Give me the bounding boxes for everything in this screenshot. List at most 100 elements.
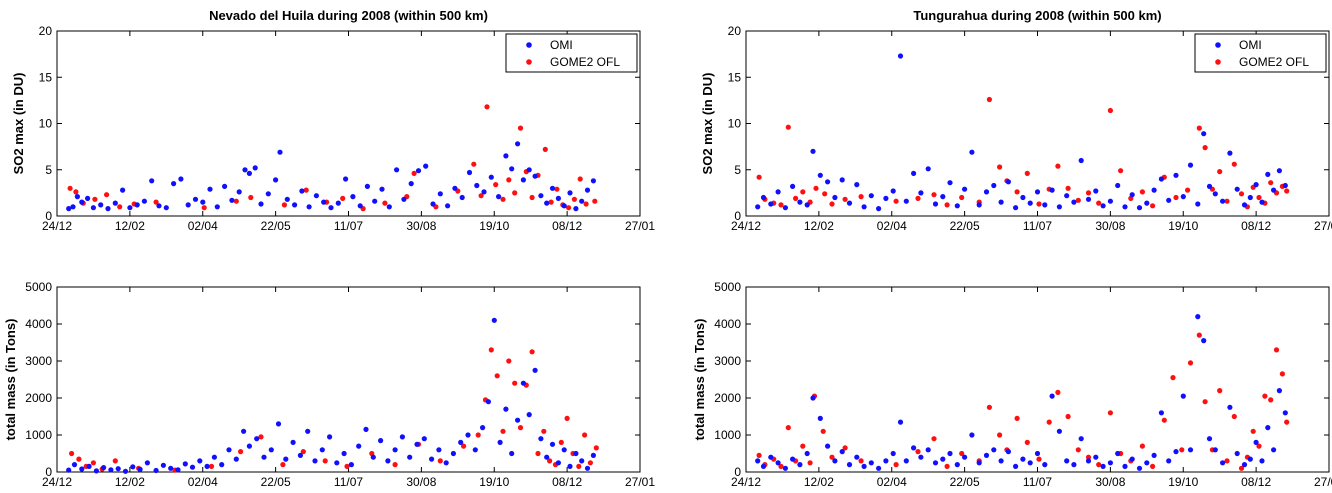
legend-label: OMI [1239,38,1262,52]
data-point-gome2-ofl [529,194,535,201]
data-point-omi [1013,463,1019,469]
data-point-omi [341,450,347,457]
data-point-omi [292,202,298,208]
data-point-gome2-ofl [577,176,583,182]
data-point-gome2-ofl [475,432,481,438]
data-point-gome2-ofl [344,463,350,469]
x-tick-label: 02/04 [188,219,218,233]
y-tick-label: 0 [734,465,741,479]
data-point-omi [79,466,85,472]
data-point-omi [954,203,960,209]
data-point-omi [1115,450,1121,457]
x-tick-label: 08/12 [552,219,582,233]
data-point-omi [378,438,384,444]
y-tick-label: 3000 [25,354,52,368]
data-point-omi [356,443,362,449]
data-point-omi [1093,188,1099,194]
x-tick-label: 11/07 [334,475,363,489]
y-tick-label: 15 [728,70,742,84]
data-point-omi [71,462,78,468]
x-tick-label: 30/08 [1095,475,1125,489]
data-point-gome2-ofl [587,460,594,466]
data-point-omi [1034,450,1041,457]
data-point-omi [1042,462,1048,468]
data-point-omi [93,468,99,474]
data-point-gome2-ofl [944,202,950,208]
data-point-omi [423,163,429,169]
data-point-omi [1122,463,1128,469]
data-point-omi [947,450,953,457]
data-point-omi [429,456,435,462]
data-point-gome2-ofl [1085,190,1092,196]
data-point-gome2-ofl [437,458,443,464]
legend-label: GOME2 OFL [550,55,620,69]
data-point-gome2-ofl [484,104,490,110]
data-point-omi [312,458,318,464]
data-point-omi [1115,182,1121,189]
data-point-omi [392,447,398,453]
data-point-gome2-ofl [258,434,264,440]
data-point-omi [178,176,184,182]
x-tick-label: 30/08 [1095,219,1125,233]
data-point-omi [214,204,220,210]
data-point-omi [520,177,527,183]
chart-panel-2: 24/12 12/02 02/04 22/05 11/07 30/08 19/10 08/12… [700,8,1332,233]
data-point-omi [760,463,767,469]
data-point-omi [1107,460,1113,466]
data-point-omi [1129,192,1135,198]
data-point-omi [488,174,494,180]
data-point-omi [363,426,369,432]
data-point-omi [153,467,159,474]
data-point-omi [755,458,761,464]
data-point-gome2-ofl [566,205,572,211]
data-point-omi [584,187,591,193]
data-point-omi [98,202,104,208]
data-point-omi [1085,458,1092,464]
data-point-omi [370,454,376,460]
data-point-omi [74,194,80,200]
data-point-omi [555,195,562,201]
x-tick-label: 11/07 [1023,219,1052,233]
data-point-gome2-ofl [842,196,848,202]
x-tick-label: 22/05 [261,475,291,489]
data-point-omi [458,439,464,445]
data-point-omi [66,206,72,212]
data-point-omi [854,182,860,188]
x-tick-label: 11/07 [334,219,363,233]
data-point-omi [526,412,532,418]
data-point-omi [876,465,882,471]
data-point-omi [197,458,203,464]
data-point-omi [947,180,953,186]
data-point-omi [817,415,823,421]
data-point-omi [868,460,874,466]
data-point-gome2-ofl [1231,413,1237,420]
data-point-omi [790,456,796,462]
data-point-omi [1020,194,1026,201]
y-tick-label: 20 [728,24,742,38]
data-point-omi [149,178,155,184]
data-point-omi [1265,425,1271,431]
data-point-omi [817,172,823,178]
x-tick-label: 12/02 [804,475,834,489]
data-point-omi [509,166,515,172]
data-point-omi [211,454,217,460]
data-point-omi [297,452,303,458]
x-tick-label: 22/05 [950,475,980,489]
data-point-omi [775,189,781,195]
x-tick-label: 02/04 [877,219,907,233]
data-point-omi [430,201,436,207]
data-point-omi [590,178,597,184]
data-point-gome2-ofl [517,425,524,431]
data-point-omi [1276,168,1282,174]
data-point-gome2-ofl [517,125,524,131]
data-point-omi [883,195,889,201]
data-point-omi [350,194,356,200]
data-point-gome2-ofl [778,202,784,208]
data-point-gome2-ofl [1202,399,1208,405]
data-point-omi [567,190,573,196]
data-point-omi [890,450,896,457]
data-point-gome2-ofl [858,458,864,464]
y-tick-label: 10 [39,117,53,131]
data-point-omi [1166,458,1172,464]
data-point-omi [1005,449,1012,455]
